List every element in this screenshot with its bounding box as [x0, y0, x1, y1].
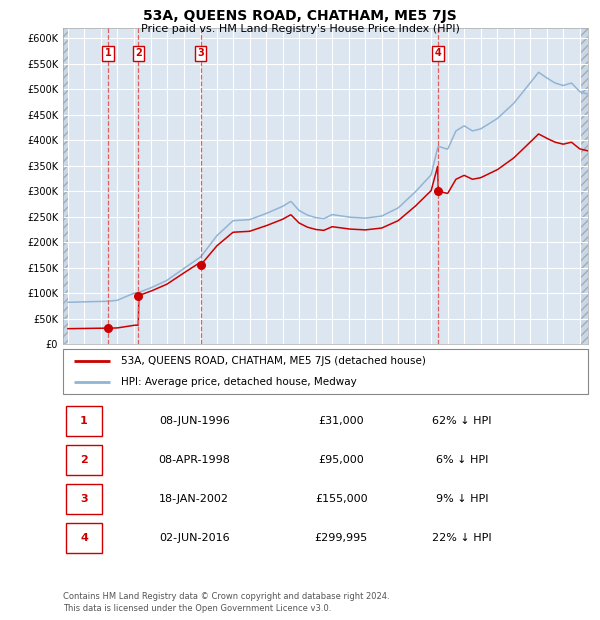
Text: 3: 3	[197, 48, 204, 58]
Text: 2: 2	[80, 455, 88, 465]
Text: 08-JUN-1996: 08-JUN-1996	[159, 416, 230, 426]
Bar	[65, 406, 103, 436]
Bar	[65, 484, 103, 514]
Text: 1: 1	[105, 48, 112, 58]
Text: £31,000: £31,000	[319, 416, 364, 426]
Text: 53A, QUEENS ROAD, CHATHAM, ME5 7JS: 53A, QUEENS ROAD, CHATHAM, ME5 7JS	[143, 9, 457, 24]
Text: 2: 2	[135, 48, 142, 58]
Text: 6% ↓ HPI: 6% ↓ HPI	[436, 455, 488, 465]
Text: £155,000: £155,000	[315, 494, 368, 504]
Text: £95,000: £95,000	[319, 455, 364, 465]
Bar	[65, 523, 103, 553]
Text: £299,995: £299,995	[314, 533, 368, 543]
Text: 22% ↓ HPI: 22% ↓ HPI	[432, 533, 492, 543]
Text: 02-JUN-2016: 02-JUN-2016	[159, 533, 230, 543]
Text: 4: 4	[435, 48, 442, 58]
Bar	[63, 28, 68, 344]
Text: 53A, QUEENS ROAD, CHATHAM, ME5 7JS (detached house): 53A, QUEENS ROAD, CHATHAM, ME5 7JS (deta…	[121, 356, 425, 366]
Text: 08-APR-1998: 08-APR-1998	[158, 455, 230, 465]
Text: 3: 3	[80, 494, 88, 504]
Bar	[580, 28, 596, 344]
Text: Price paid vs. HM Land Registry's House Price Index (HPI): Price paid vs. HM Land Registry's House …	[140, 24, 460, 33]
Text: 9% ↓ HPI: 9% ↓ HPI	[436, 494, 488, 504]
Text: 62% ↓ HPI: 62% ↓ HPI	[432, 416, 492, 426]
Bar	[65, 445, 103, 475]
Text: 1: 1	[80, 416, 88, 426]
Text: This data is licensed under the Open Government Licence v3.0.: This data is licensed under the Open Gov…	[63, 603, 331, 613]
Text: Contains HM Land Registry data © Crown copyright and database right 2024.: Contains HM Land Registry data © Crown c…	[63, 592, 389, 601]
Text: 4: 4	[80, 533, 88, 543]
Text: HPI: Average price, detached house, Medway: HPI: Average price, detached house, Medw…	[121, 376, 356, 387]
Text: 18-JAN-2002: 18-JAN-2002	[159, 494, 229, 504]
